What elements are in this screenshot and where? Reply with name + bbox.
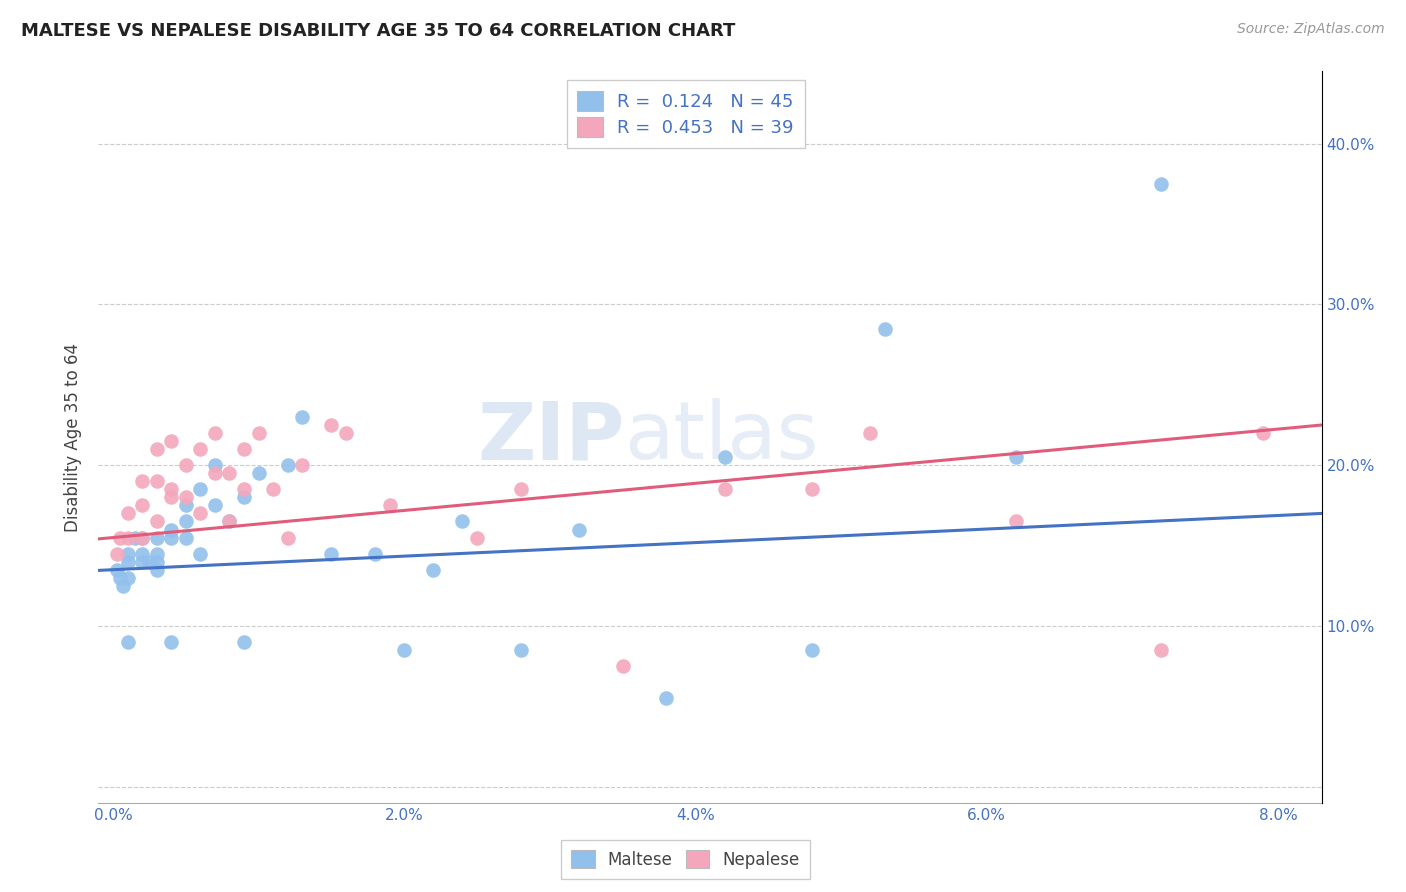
Point xyxy=(204,458,226,473)
Point xyxy=(277,531,299,545)
Point xyxy=(291,458,314,473)
Point xyxy=(335,425,357,440)
Text: ZIP: ZIP xyxy=(477,398,624,476)
Point xyxy=(1253,425,1275,440)
Point xyxy=(131,555,153,569)
Point xyxy=(160,434,183,449)
Point xyxy=(321,547,343,561)
Point xyxy=(188,507,212,521)
Point xyxy=(117,531,139,545)
Point xyxy=(188,442,212,457)
Point xyxy=(392,643,416,657)
Point xyxy=(509,483,531,497)
Point xyxy=(145,442,167,457)
Text: atlas: atlas xyxy=(624,398,818,476)
Point xyxy=(800,643,823,657)
Point xyxy=(218,515,240,529)
Point xyxy=(174,531,197,545)
Point xyxy=(1150,643,1173,657)
Point xyxy=(873,321,896,335)
Point xyxy=(713,483,735,497)
Point xyxy=(160,483,183,497)
Point xyxy=(612,659,634,673)
Point xyxy=(188,483,212,497)
Y-axis label: Disability Age 35 to 64: Disability Age 35 to 64 xyxy=(65,343,83,532)
Point xyxy=(422,563,444,577)
Point xyxy=(174,515,197,529)
Point xyxy=(145,475,167,489)
Point xyxy=(117,507,139,521)
Point xyxy=(1004,515,1026,529)
Point xyxy=(117,555,139,569)
Point xyxy=(233,442,256,457)
Point xyxy=(204,467,226,481)
Point xyxy=(105,547,128,561)
Point xyxy=(145,563,167,577)
Point xyxy=(364,547,387,561)
Point xyxy=(160,635,183,649)
Point xyxy=(277,458,299,473)
Point xyxy=(291,409,314,424)
Point xyxy=(110,571,132,585)
Point xyxy=(509,643,531,657)
Point xyxy=(713,450,735,465)
Point xyxy=(131,547,153,561)
Point xyxy=(145,531,167,545)
Point xyxy=(110,531,132,545)
Point xyxy=(451,515,474,529)
Point xyxy=(145,515,167,529)
Point xyxy=(188,547,212,561)
Point xyxy=(204,499,226,513)
Point xyxy=(138,555,160,569)
Point xyxy=(117,547,139,561)
Point xyxy=(131,475,153,489)
Point xyxy=(131,531,153,545)
Point xyxy=(145,555,167,569)
Point xyxy=(262,483,284,497)
Point xyxy=(568,523,591,537)
Point xyxy=(131,499,153,513)
Point xyxy=(105,563,128,577)
Point xyxy=(247,467,270,481)
Text: MALTESE VS NEPALESE DISABILITY AGE 35 TO 64 CORRELATION CHART: MALTESE VS NEPALESE DISABILITY AGE 35 TO… xyxy=(21,22,735,40)
Legend: Maltese, Nepalese: Maltese, Nepalese xyxy=(561,840,810,879)
Point xyxy=(160,491,183,505)
Point xyxy=(859,425,882,440)
Point xyxy=(174,499,197,513)
Point xyxy=(174,458,197,473)
Point xyxy=(112,579,135,593)
Point xyxy=(800,483,823,497)
Point xyxy=(1004,450,1026,465)
Point xyxy=(321,417,343,432)
Point xyxy=(117,635,139,649)
Point xyxy=(218,515,240,529)
Point xyxy=(124,531,146,545)
Point xyxy=(117,571,139,585)
Point xyxy=(1150,177,1173,191)
Point xyxy=(465,531,488,545)
Point xyxy=(233,483,256,497)
Text: Source: ZipAtlas.com: Source: ZipAtlas.com xyxy=(1237,22,1385,37)
Point xyxy=(160,531,183,545)
Point xyxy=(160,523,183,537)
Point xyxy=(233,491,256,505)
Point xyxy=(378,499,401,513)
Point xyxy=(247,425,270,440)
Point xyxy=(145,547,167,561)
Point xyxy=(655,691,678,706)
Point xyxy=(233,635,256,649)
Point xyxy=(174,491,197,505)
Point xyxy=(131,531,153,545)
Point xyxy=(218,467,240,481)
Point xyxy=(204,425,226,440)
